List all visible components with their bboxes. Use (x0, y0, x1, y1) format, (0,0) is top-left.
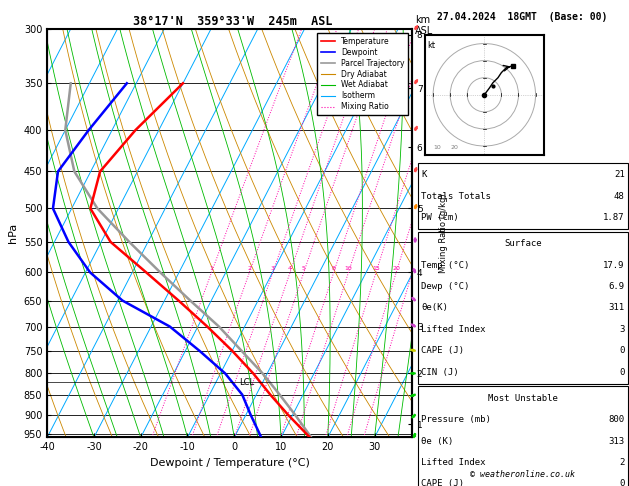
Text: 313: 313 (608, 436, 625, 446)
Text: 2: 2 (619, 458, 625, 467)
Text: Temp (°C): Temp (°C) (421, 260, 470, 270)
Text: 3: 3 (271, 266, 275, 271)
Text: 800: 800 (608, 415, 625, 424)
Text: K: K (421, 170, 427, 179)
Text: Surface: Surface (504, 239, 542, 248)
Text: 38°17'N  359°33'W  245m  ASL: 38°17'N 359°33'W 245m ASL (133, 15, 333, 28)
Text: 8: 8 (331, 266, 336, 271)
Text: 6.9: 6.9 (608, 282, 625, 291)
Text: 0: 0 (619, 346, 625, 355)
Text: 10: 10 (345, 266, 352, 271)
Text: CAPE (J): CAPE (J) (421, 346, 464, 355)
Text: 20: 20 (450, 145, 458, 150)
Text: 48: 48 (614, 191, 625, 201)
Text: 1.87: 1.87 (603, 213, 625, 222)
Text: 1: 1 (209, 266, 213, 271)
Text: kt: kt (427, 41, 435, 50)
Text: 15: 15 (372, 266, 380, 271)
Text: 4: 4 (288, 266, 292, 271)
X-axis label: Dewpoint / Temperature (°C): Dewpoint / Temperature (°C) (150, 458, 309, 468)
Text: θe(K): θe(K) (421, 303, 448, 312)
Text: © weatheronline.co.uk: © weatheronline.co.uk (470, 469, 574, 479)
Text: CIN (J): CIN (J) (421, 367, 459, 377)
Text: 3: 3 (619, 325, 625, 334)
Text: 21: 21 (614, 170, 625, 179)
Text: Dewp (°C): Dewp (°C) (421, 282, 470, 291)
Text: Pressure (mb): Pressure (mb) (421, 415, 491, 424)
Text: km
ASL: km ASL (415, 15, 433, 36)
Text: Totals Totals: Totals Totals (421, 191, 491, 201)
Text: Lifted Index: Lifted Index (421, 325, 486, 334)
Text: Mixing Ratio (g/kg): Mixing Ratio (g/kg) (438, 193, 447, 273)
Text: 311: 311 (608, 303, 625, 312)
Text: LCL: LCL (239, 378, 254, 386)
Y-axis label: hPa: hPa (8, 223, 18, 243)
Text: PW (cm): PW (cm) (421, 213, 459, 222)
Text: 0: 0 (619, 367, 625, 377)
Text: 10: 10 (433, 145, 441, 150)
Legend: Temperature, Dewpoint, Parcel Trajectory, Dry Adiabat, Wet Adiabat, Isotherm, Mi: Temperature, Dewpoint, Parcel Trajectory… (317, 33, 408, 115)
Text: CAPE (J): CAPE (J) (421, 479, 464, 486)
Text: θe (K): θe (K) (421, 436, 454, 446)
Text: Lifted Index: Lifted Index (421, 458, 486, 467)
Text: 17.9: 17.9 (603, 260, 625, 270)
Text: 2: 2 (247, 266, 252, 271)
Text: 0: 0 (619, 479, 625, 486)
Text: 5: 5 (302, 266, 306, 271)
Text: 27.04.2024  18GMT  (Base: 00): 27.04.2024 18GMT (Base: 00) (437, 12, 607, 22)
Text: 20: 20 (392, 266, 400, 271)
Text: Most Unstable: Most Unstable (488, 394, 558, 403)
